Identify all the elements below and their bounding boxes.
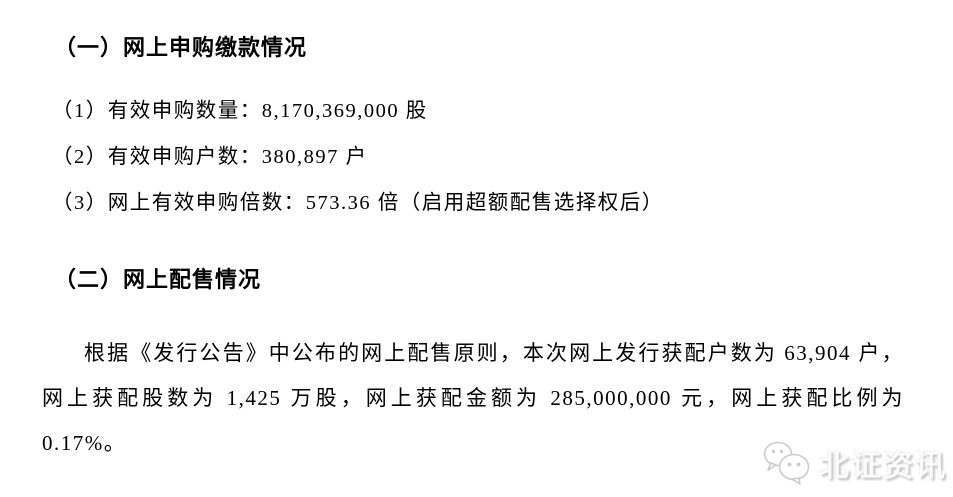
watermark: 北证资讯 (761, 439, 947, 487)
wechat-icon (761, 439, 813, 487)
section2-paragraph: 根据《发行公告》中公布的网上配售原则，本次网上发行获配户数为 63,904 户，… (42, 341, 904, 455)
watermark-label: 北证资讯 (819, 450, 947, 483)
list-item-valid-subscription-quantity: （1）有效申购数量：8,170,369,000 股 (52, 100, 428, 122)
section1-items: （1）有效申购数量：8,170,369,000 股 （2）有效申购户数：380,… (52, 88, 908, 226)
section2-heading: （二）网上配售情况 (54, 267, 262, 292)
section1-heading: （一）网上申购缴款情况 (54, 35, 308, 60)
list-item-valid-subscription-multiple: （3）网上有效申购倍数：573.36 倍（启用超额配售选择权后） (52, 192, 664, 214)
list-item-valid-subscription-households: （2）有效申购户数：380,897 户 (52, 146, 368, 168)
